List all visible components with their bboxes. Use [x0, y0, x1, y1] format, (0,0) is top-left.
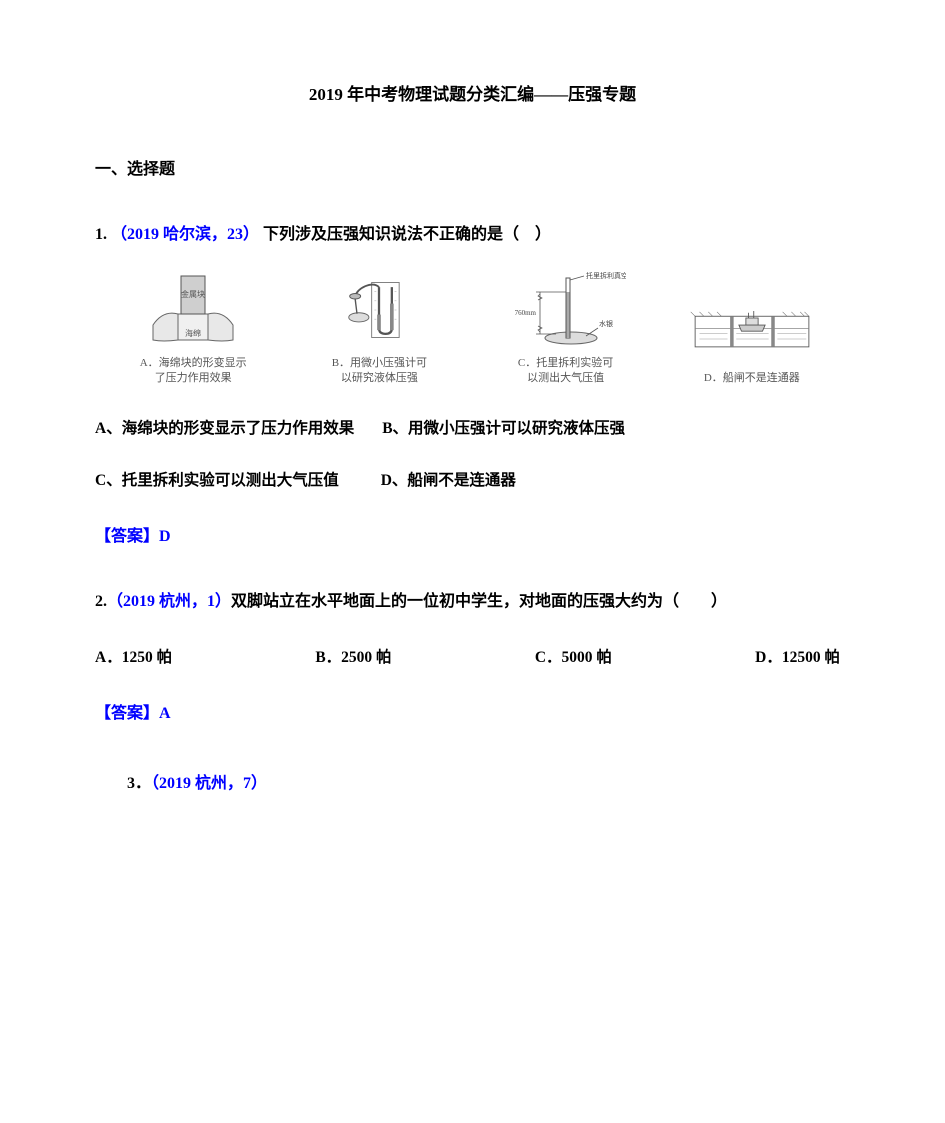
q1-opt-d: D、船闸不是连通器 — [381, 468, 516, 490]
q1-fig-a-image: 金属块 海绵 — [105, 270, 281, 350]
q2-options-row: A．1250 帕 B．2500 帕 C．5000 帕 D．12500 帕 — [95, 645, 850, 667]
q1-fig-c-caption: C．托里拆利实验可 以测出大气压值 — [518, 356, 613, 386]
section-header: 一、选择题 — [95, 155, 850, 179]
q2-opt-d: D．12500 帕 — [755, 645, 840, 667]
q1-options-row2: C、托里拆利实验可以测出大气压值 D、船闸不是连通器 — [95, 468, 850, 490]
q1-fig-d-image — [664, 285, 840, 365]
q1-fig-a-caption: A．海绵块的形变显示 了压力作用效果 — [140, 356, 247, 386]
q1-options-row1: A、海绵块的形变显示了压力作用效果 B、用微小压强计可以研究液体压强 — [95, 416, 850, 438]
q1-opt-b: B、用微小压强计可以研究液体压强 — [382, 416, 625, 438]
q1-fig-b-caption: B．用微小压强计可 以研究液体压强 — [332, 356, 427, 386]
q1-fig-a: 金属块 海绵 A．海绵块的形变显示 了压力作用效果 — [105, 270, 281, 386]
q2-source: （2019 杭州，1） — [107, 593, 231, 610]
svg-text:金属块: 金属块 — [181, 289, 205, 299]
svg-text:水银: 水银 — [599, 319, 613, 328]
q1-stem-text: 下列涉及压强知识说法不正确的是（ ） — [263, 226, 551, 243]
q3-number: 3． — [127, 775, 151, 792]
svg-text:托里拆利真空: 托里拆利真空 — [586, 271, 626, 280]
q2-stem-line: 2.（2019 杭州，1）双脚站立在水平地面上的一位初中学生，对地面的压强大约为… — [95, 588, 850, 615]
q3-source: （2019 杭州，7） — [151, 775, 267, 792]
svg-text:海绵: 海绵 — [185, 328, 201, 338]
q2-opt-b: B．2500 帕 — [315, 645, 391, 667]
q2-number: 2. — [95, 593, 107, 610]
q1-fig-d-caption: D．船闸不是连通器 — [704, 371, 800, 386]
q1-stem-line: 1. （2019 哈尔滨，23） 下列涉及压强知识说法不正确的是（ ） — [95, 221, 850, 248]
q1-answer: 【答案】D — [95, 522, 850, 546]
q2-opt-a: A．1250 帕 — [95, 645, 172, 667]
q1-number: 1. — [95, 226, 107, 243]
q1-source: （2019 哈尔滨，23） — [111, 226, 259, 243]
q1-fig-b: B．用微小压强计可 以研究液体压强 — [291, 270, 467, 386]
q1-fig-c-image: 760mm 托里拆利真空 水银 — [477, 270, 653, 350]
question-2: 2.（2019 杭州，1）双脚站立在水平地面上的一位初中学生，对地面的压强大约为… — [95, 588, 850, 723]
q1-fig-c: 760mm 托里拆利真空 水银 C．托里拆利实验可 以测出大气压值 — [477, 270, 653, 386]
q1-figure-row: 金属块 海绵 A．海绵块的形变显示 了压力作用效果 — [95, 270, 850, 386]
page-title: 2019 年中考物理试题分类汇编——压强专题 — [95, 80, 850, 105]
svg-text:760mm: 760mm — [514, 309, 536, 317]
q1-opt-c: C、托里拆利实验可以测出大气压值 — [95, 468, 339, 490]
q2-answer: 【答案】A — [95, 699, 850, 723]
question-3: 3．（2019 杭州，7） — [95, 765, 850, 803]
q2-opt-c: C．5000 帕 — [535, 645, 612, 667]
q1-fig-d: D．船闸不是连通器 — [664, 285, 840, 386]
q1-fig-b-image — [291, 270, 467, 350]
question-1: 1. （2019 哈尔滨，23） 下列涉及压强知识说法不正确的是（ ） 金属块 … — [95, 221, 850, 546]
q1-opt-a: A、海绵块的形变显示了压力作用效果 — [95, 416, 354, 438]
q2-stem-text: 双脚站立在水平地面上的一位初中学生，对地面的压强大约为（ ） — [231, 593, 727, 610]
